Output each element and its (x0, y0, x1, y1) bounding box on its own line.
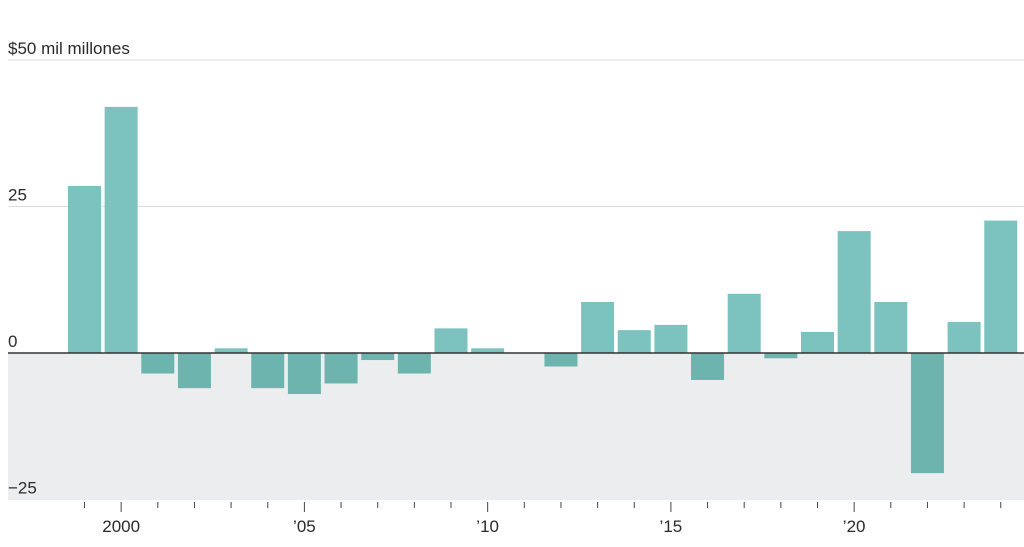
bar-2002 (177, 353, 211, 389)
bar-2022 (910, 353, 944, 474)
bar-2023 (947, 321, 981, 353)
bar-2007 (361, 353, 395, 361)
plot-background (8, 353, 1024, 500)
bar-2018 (764, 353, 798, 359)
y-tick-label: 0 (8, 332, 17, 351)
x-tick-label: ’15 (660, 517, 683, 536)
negative-region (8, 353, 1024, 500)
gridlines (8, 59, 1024, 207)
y-tick-label: −25 (8, 479, 37, 498)
x-tick-label: 2000 (102, 517, 140, 536)
bar-2004 (251, 353, 285, 389)
bar-2013 (581, 302, 615, 353)
bar-2012 (544, 353, 578, 367)
x-tick-label: ’10 (476, 517, 499, 536)
bar-2019 (801, 331, 834, 353)
bar-2024 (984, 220, 1018, 353)
bar-2001 (141, 353, 175, 374)
axis-labels: $50 mil millones 25 0 −25 2000 ’05 ’10 ’15 ’20 (8, 39, 865, 536)
y-tick-label: $50 mil millones (8, 39, 130, 58)
bar-2015 (654, 324, 688, 353)
bar-2017 (727, 293, 761, 353)
x-tick-label: ’05 (293, 517, 316, 536)
y-tick-label: 25 (8, 186, 27, 205)
bar-2008 (397, 353, 431, 374)
bars (68, 106, 1018, 474)
bar-1999 (68, 185, 101, 353)
bar-2009 (434, 328, 468, 353)
bar-2020 (837, 231, 871, 353)
x-tick-label: ’20 (843, 517, 866, 536)
bar-2003 (214, 348, 248, 353)
bar-2010 (471, 348, 505, 353)
axes (8, 352, 1024, 512)
bar-2005 (287, 353, 321, 395)
bar-2014 (617, 330, 651, 353)
bar-2006 (324, 353, 358, 384)
bar-2000 (104, 106, 138, 353)
bar-2021 (874, 302, 908, 353)
bar-2016 (691, 353, 725, 380)
